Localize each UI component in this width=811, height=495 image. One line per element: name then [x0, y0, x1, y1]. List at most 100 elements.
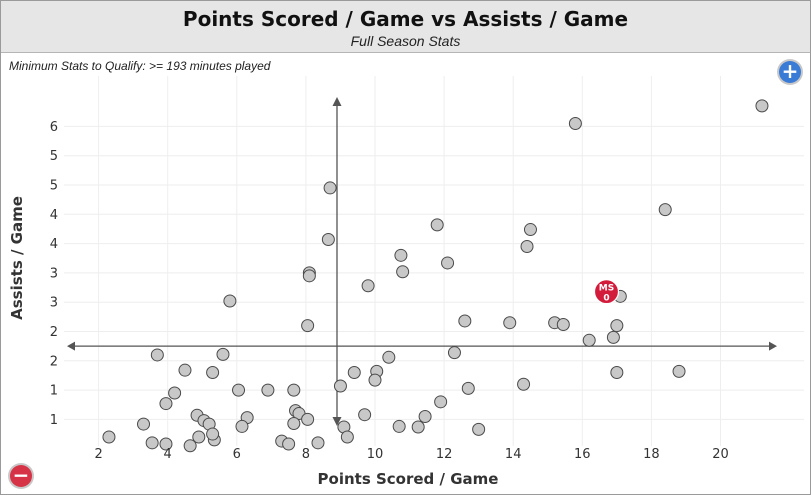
data-point [159, 397, 173, 411]
highlight-point [593, 279, 620, 305]
arrow-down [332, 417, 342, 426]
minus-icon: − [12, 463, 30, 487]
x-tick-label: 12 [436, 447, 453, 462]
data-point [197, 414, 211, 428]
data-point [275, 434, 289, 448]
data-point [206, 427, 220, 441]
data-point [235, 419, 249, 433]
data-point [287, 383, 301, 397]
x-tick-label: 20 [712, 447, 729, 462]
data-point [523, 223, 537, 237]
x-tick-label: 4 [164, 447, 172, 462]
data-point [282, 437, 296, 451]
arrow-right [769, 341, 777, 351]
data-point [301, 412, 315, 426]
data-point [568, 116, 582, 130]
data-point [337, 420, 351, 434]
data-point [150, 348, 164, 362]
qualify-note: Minimum Stats to Qualify: >= 193 minutes… [9, 59, 271, 73]
y-tick-labels: 1 1 2 2 3 3 4 4 5 5 6 [50, 120, 58, 428]
data-point [517, 377, 531, 391]
y-tick-label: 3 [50, 266, 58, 281]
data-point [102, 430, 116, 444]
data-point [302, 266, 316, 280]
data-point [261, 383, 275, 397]
x-tick-label: 18 [643, 447, 660, 462]
data-point [333, 379, 347, 393]
highlight-marker[interactable]: MS0 [593, 279, 620, 305]
y-tick-label: 1 [50, 413, 58, 428]
chart-title: Points Scored / Game vs Assists / Game [182, 7, 629, 31]
data-point [183, 439, 197, 453]
y-tick-label: 1 [50, 384, 58, 399]
data-point [137, 417, 151, 431]
data-point [411, 420, 425, 434]
data-point [190, 408, 204, 422]
data-point [159, 437, 173, 451]
y-tick-label: 5 [50, 179, 58, 194]
data-point [755, 99, 769, 113]
y-tick-label: 5 [50, 149, 58, 164]
x-tick-label: 14 [505, 447, 522, 462]
data-point [216, 347, 230, 361]
x-tick-label: 6 [233, 447, 241, 462]
data-point [311, 436, 325, 450]
data-point [323, 181, 337, 195]
data-point [321, 232, 335, 246]
data-point [289, 404, 303, 418]
data-point [340, 430, 354, 444]
x-tick-label: 8 [302, 447, 310, 462]
data-point [658, 203, 672, 217]
data-point [556, 317, 570, 331]
data-point [672, 364, 686, 378]
data-point [240, 411, 254, 425]
x-tick-labels: 2 4 6 8 10 12 14 16 18 20 [94, 447, 728, 462]
data-point [347, 366, 361, 380]
arrow-up [332, 97, 342, 106]
reference-lines [67, 97, 777, 426]
data-points [102, 99, 769, 453]
data-point [548, 316, 562, 330]
y-tick-label: 6 [50, 120, 58, 135]
data-point [292, 407, 306, 421]
x-axis-label: Points Scored / Game [318, 470, 499, 488]
data-point [392, 419, 406, 433]
data-point [434, 395, 448, 409]
data-point [418, 409, 432, 423]
data-point [287, 417, 301, 431]
zoom-in-button[interactable]: + [779, 61, 801, 83]
data-point [302, 269, 316, 283]
zoom-out-button[interactable]: − [10, 465, 32, 487]
data-point [207, 433, 221, 447]
y-tick-label: 3 [50, 296, 58, 311]
data-point [458, 314, 472, 328]
data-point [370, 364, 384, 378]
highlight-label: MS [599, 284, 614, 294]
y-tick-label: 4 [50, 208, 58, 223]
data-point [178, 363, 192, 377]
data-point [441, 256, 455, 270]
data-point [610, 366, 624, 380]
data-point [606, 330, 620, 344]
data-point [394, 248, 408, 262]
chart-subtitle: Full Season Stats [350, 33, 461, 49]
data-point [202, 417, 216, 431]
data-point [206, 366, 220, 380]
y-tick-label: 4 [50, 237, 58, 252]
data-point [610, 319, 624, 333]
data-point [447, 346, 461, 360]
x-tick-label: 10 [367, 447, 384, 462]
gridlines [64, 76, 804, 446]
y-tick-label: 2 [50, 354, 58, 369]
data-point [396, 265, 410, 279]
data-point [368, 373, 382, 387]
data-point [168, 386, 182, 400]
x-tick-label: 16 [574, 447, 591, 462]
data-point [145, 436, 159, 450]
data-point [361, 279, 375, 293]
data-point [472, 422, 486, 436]
data-point [582, 333, 596, 347]
data-point [430, 218, 444, 232]
